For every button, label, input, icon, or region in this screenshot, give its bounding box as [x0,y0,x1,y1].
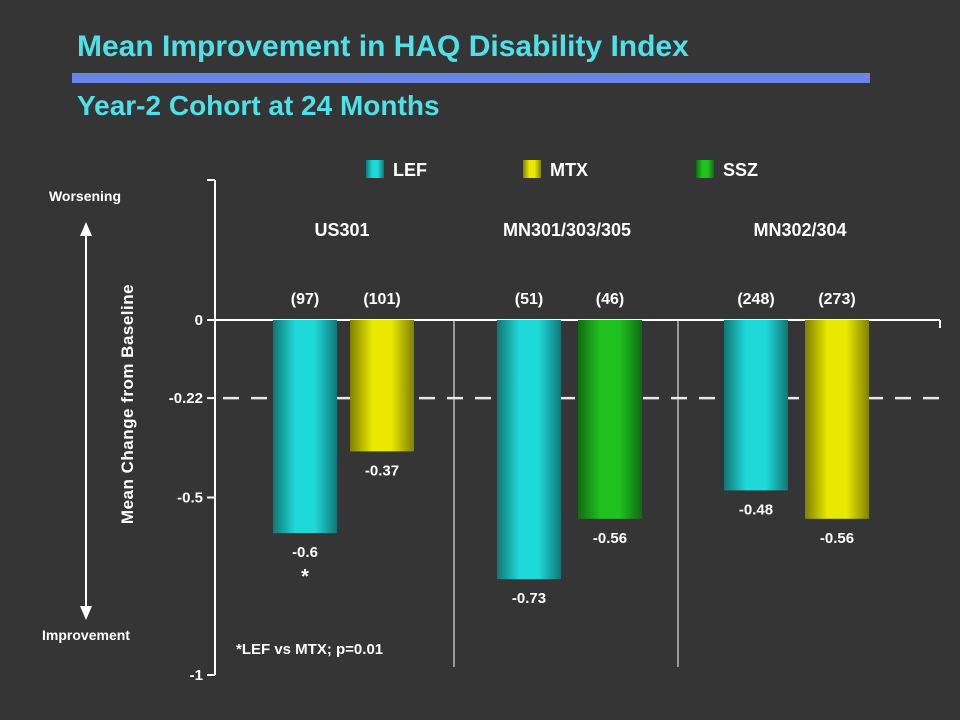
y-tick-label: -1 [190,667,203,684]
group-label: MN302/304 [753,220,846,240]
legend-swatch-lef [366,160,384,178]
bar-ssz [578,320,642,519]
sample-size-label: (46) [596,291,624,308]
sample-size-label: (97) [291,291,319,308]
sample-size-label: (273) [818,291,855,308]
page-title: Mean Improvement in HAQ Disability Index [77,30,689,63]
bar-lef [497,320,561,580]
bar-lef [273,320,337,533]
arrow-down-icon [80,606,92,620]
bar-lef [724,320,788,491]
title-rule [72,73,870,83]
bar-value-label: -0.37 [365,462,399,479]
legend-label-mtx: MTX [550,160,588,180]
bar-mtx [350,320,414,452]
legend-label-ssz: SSZ [723,160,758,180]
legend-label-lef: LEF [393,160,427,180]
group-label: MN301/303/305 [503,220,631,240]
sample-size-label: (248) [737,291,774,308]
bar-value-label: -0.56 [820,530,854,547]
bar-value-label: -0.56 [593,530,627,547]
y-axis-title: Mean Change from Baseline [118,284,137,524]
legend-swatch-mtx [523,160,541,178]
bar-value-label: -0.6 [292,544,318,561]
bar-mtx [805,320,869,519]
y-tick-label: -0.5 [177,490,203,507]
legend-swatch-ssz [696,160,714,178]
bar-value-label: -0.48 [739,501,773,518]
improvement-label: Improvement [42,627,130,643]
sample-size-label: (51) [515,291,543,308]
sample-size-label: (101) [363,291,400,308]
arrow-up-icon [80,222,92,236]
bar-value-label: -0.73 [512,590,546,607]
footnote: *LEF vs MTX; p=0.01 [236,641,383,658]
page-subtitle: Year-2 Cohort at 24 Months [77,90,440,121]
group-label: US301 [314,220,369,240]
y-tick-label: 0 [195,312,203,329]
worsening-label: Worsening [49,188,121,204]
significance-marker: * [301,566,309,588]
y-tick-label: -0.22 [169,390,203,407]
